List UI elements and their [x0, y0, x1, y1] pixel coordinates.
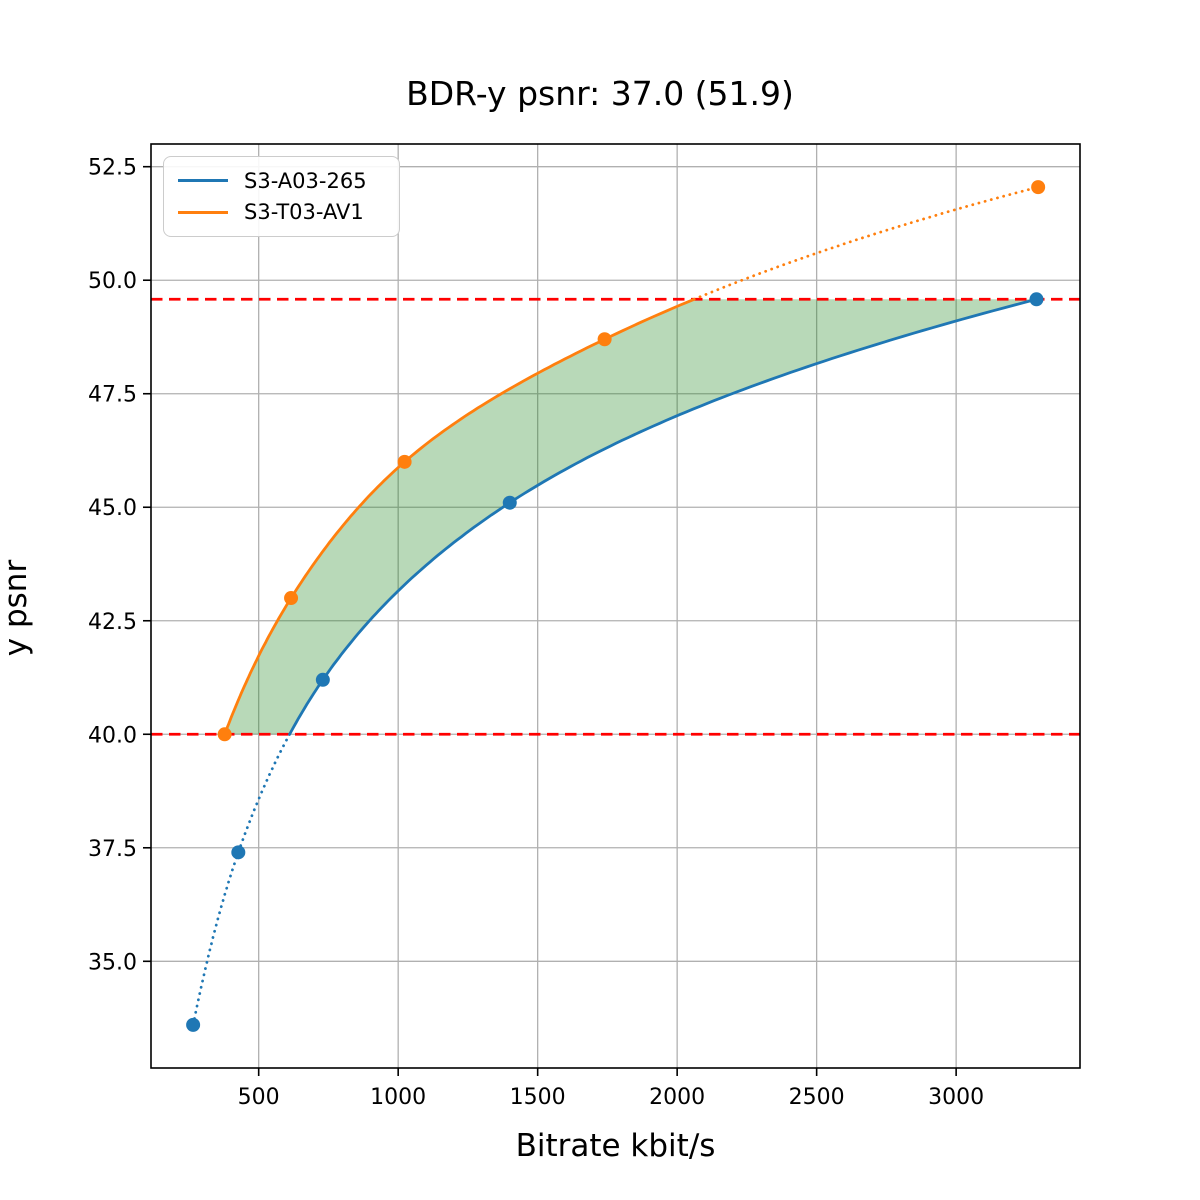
legend-label: S3-T03-AV1 — [244, 200, 364, 225]
y-tick-label: 40.0 — [88, 723, 137, 748]
x-tick-label: 3000 — [928, 1085, 984, 1110]
x-tick-label: 2000 — [649, 1085, 705, 1110]
bd-shaded-region — [224, 299, 1037, 735]
legend-item-s3-t03-av1: S3-T03-AV1 — [164, 200, 399, 224]
y-tick-label: 50.0 — [88, 269, 137, 294]
y-tick-label: 52.5 — [88, 156, 137, 181]
x-tick-label: 1000 — [370, 1085, 426, 1110]
data-point — [186, 1017, 201, 1032]
legend: S3-A03-265 S3-T03-AV1 — [163, 156, 400, 237]
data-point — [502, 495, 517, 510]
legend-line-swatch-blue — [178, 179, 228, 183]
data-point — [231, 845, 246, 860]
legend-line-swatch-orange — [178, 210, 228, 214]
integration-bound-lines — [151, 297, 1080, 736]
data-point — [315, 672, 330, 687]
y-tick-label: 45.0 — [88, 496, 137, 521]
x-tick-label: 2500 — [789, 1085, 845, 1110]
gridlines — [151, 144, 1080, 1068]
y-tick-label: 47.5 — [88, 383, 137, 408]
data-point — [217, 727, 232, 742]
x-tick-labels: 500 1000 1500 2000 2500 3000 — [238, 1085, 984, 1110]
axis-ticks — [143, 165, 957, 1076]
plot-border — [150, 143, 1081, 1069]
y-tick-label: 42.5 — [88, 610, 137, 635]
data-point — [597, 332, 612, 347]
data-point — [284, 591, 299, 606]
y-axis-label: y psnr — [0, 559, 34, 657]
y-tick-label: 35.0 — [88, 950, 137, 975]
data-point — [1031, 180, 1046, 195]
y-tick-label: 37.5 — [88, 837, 137, 862]
x-axis-label: Bitrate kbit/s — [515, 1128, 716, 1164]
data-point-markers — [186, 180, 1046, 1032]
x-tick-label: 1500 — [510, 1085, 566, 1110]
legend-label: S3-A03-265 — [244, 168, 367, 193]
chart-title: BDR-y psnr: 37.0 (51.9) — [406, 74, 794, 113]
legend-item-s3-a03-265: S3-A03-265 — [164, 169, 399, 193]
y-tick-labels: 35.0 37.5 40.0 42.5 45.0 47.5 50.0 52.5 — [88, 156, 137, 976]
data-point — [397, 454, 412, 469]
x-tick-label: 500 — [238, 1085, 280, 1110]
data-point — [1029, 292, 1044, 307]
